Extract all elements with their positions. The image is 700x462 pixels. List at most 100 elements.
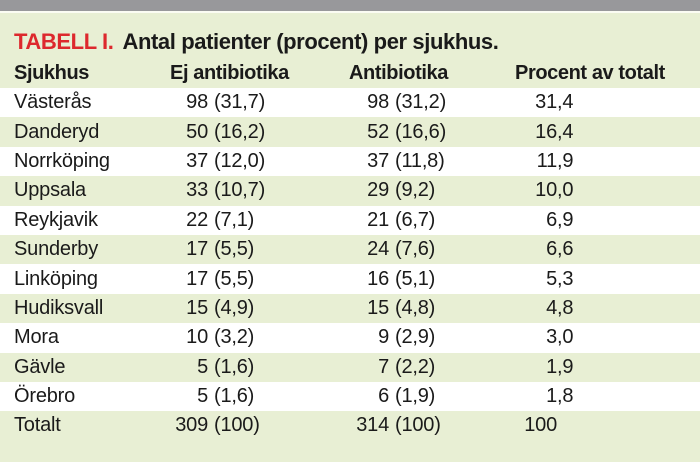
ej-antibiotika-count: 5 (197, 355, 208, 378)
percent-of-total-int: 11 (536, 149, 558, 172)
table-label: TABELL I. (14, 29, 114, 54)
antibiotika-cell: 9 (2,9) (349, 326, 515, 349)
antibiotika-percent: (4,8) (395, 296, 436, 319)
antibiotika-cell: 7 (2,2) (349, 356, 515, 379)
percent-of-total-int: 1 (546, 355, 557, 378)
antibiotika-cell: 15 (4,8) (349, 297, 515, 320)
ej-antibiotika-count: 50 (186, 120, 208, 143)
antibiotika-count: 7 (378, 355, 389, 378)
hospital-name: Uppsala (14, 179, 86, 202)
table-row: Hudiksvall 15 (4,9) 15 (4,8) 4,8 (0, 294, 700, 323)
ej-antibiotika-count: 17 (186, 238, 208, 261)
table-panel: TABELL I. Antal patienter (procent) per … (0, 13, 700, 462)
antibiotika-count: 21 (367, 208, 389, 231)
ej-antibiotika-percent: (100) (214, 414, 260, 437)
antibiotika-count: 29 (367, 179, 389, 202)
antibiotika-cell: 6 (1,9) (349, 385, 515, 408)
table-caption: Antal patienter (procent) per sjukhus. (122, 29, 499, 54)
table-row-total: Totalt 309 (100) 314 (100) 100 (0, 411, 700, 440)
ej-antibiotika-percent: (7,1) (214, 208, 255, 231)
hospital-name: Norrköping (14, 149, 110, 172)
percent-of-total-dec: ,9 (557, 355, 574, 378)
hospital-name: Västerås (14, 91, 92, 114)
ej-antibiotika-cell: 17 (5,5) (170, 268, 349, 291)
ej-antibiotika-count: 37 (186, 149, 208, 172)
antibiotika-percent: (11,8) (395, 149, 445, 172)
antibiotika-count: 37 (367, 149, 389, 172)
table-body: Västerås 98 (31,7) 98 (31,2) 31,4 Danderyd 50 (1… (0, 88, 700, 462)
ej-antibiotika-cell: 5 (1,6) (170, 385, 349, 408)
hospital-name: Hudiksvall (14, 296, 104, 319)
ej-antibiotika-percent: (10,7) (214, 179, 266, 202)
ej-antibiotika-cell: 15 (4,9) (170, 297, 349, 320)
top-divider-bar (0, 0, 700, 11)
ej-antibiotika-count: 10 (186, 326, 208, 349)
hospital-name: Totalt (14, 414, 61, 437)
ej-antibiotika-cell: 33 (10,7) (170, 179, 349, 202)
antibiotika-percent: (2,9) (395, 326, 436, 349)
percent-of-total-cell: 16,4 (515, 121, 700, 144)
table-row: Uppsala 33 (10,7) 29 (9,2) 10,0 (0, 176, 700, 205)
hospital-name: Reykjavik (14, 208, 98, 231)
antibiotika-cell: 16 (5,1) (349, 268, 515, 291)
antibiotika-percent: (6,7) (395, 208, 436, 231)
ej-antibiotika-percent: (5,5) (214, 238, 255, 261)
percent-of-total-cell: 100 (515, 414, 700, 437)
percent-of-total-cell: 4,8 (515, 297, 700, 320)
header-procent-av-totalt: Procent av totalt (515, 61, 665, 84)
antibiotika-cell: 21 (6,7) (349, 209, 515, 232)
antibiotika-count: 98 (367, 91, 389, 114)
hospital-name: Mora (14, 326, 59, 349)
header-antibiotika: Antibiotika (349, 61, 448, 84)
percent-of-total-int: 6 (546, 208, 557, 231)
ej-antibiotika-cell: 98 (31,7) (170, 91, 349, 114)
ej-antibiotika-cell: 17 (5,5) (170, 238, 349, 261)
hospital-name: Sunderby (14, 238, 99, 261)
percent-of-total-cell: 6,6 (515, 238, 700, 261)
percent-of-total-int: 4 (546, 296, 557, 319)
percent-of-total-int: 16 (535, 120, 557, 143)
antibiotika-count: 16 (367, 267, 389, 290)
percent-of-total-cell: 6,9 (515, 209, 700, 232)
percent-of-total-dec: ,3 (557, 267, 574, 290)
hospital-name: Örebro (14, 385, 76, 408)
ej-antibiotika-count: 22 (186, 208, 208, 231)
ej-antibiotika-cell: 10 (3,2) (170, 326, 349, 349)
percent-of-total-dec: ,9 (557, 208, 574, 231)
table-row: Sunderby 17 (5,5) 24 (7,6) 6,6 (0, 235, 700, 264)
table-row: Reykjavik 22 (7,1) 21 (6,7) 6,9 (0, 205, 700, 235)
hospital-name: Linköping (14, 267, 98, 290)
antibiotika-cell: 52 (16,6) (349, 121, 515, 144)
ej-antibiotika-cell: 50 (16,2) (170, 121, 349, 144)
percent-of-total-int: 6 (546, 238, 557, 261)
antibiotika-percent: (2,2) (395, 355, 436, 378)
header-ej-antibiotika: Ej antibiotika (170, 61, 289, 84)
percent-of-total-cell: 11,9 (515, 150, 700, 173)
percent-of-total-int: 100 (524, 414, 557, 437)
table-row: Danderyd 50 (16,2) 52 (16,6) 16,4 (0, 117, 700, 146)
percent-of-total-dec: ,6 (557, 238, 574, 261)
percent-of-total-cell: 5,3 (515, 268, 700, 291)
ej-antibiotika-count: 17 (186, 267, 208, 290)
antibiotika-cell: 29 (9,2) (349, 179, 515, 202)
antibiotika-cell: 37 (11,8) (349, 150, 515, 173)
ej-antibiotika-percent: (1,6) (214, 385, 255, 408)
table-row: Mora 10 (3,2) 9 (2,9) 3,0 (0, 323, 700, 353)
antibiotika-percent: (16,6) (395, 120, 447, 143)
antibiotika-count: 15 (367, 296, 389, 319)
percent-of-total-int: 31 (535, 91, 557, 114)
ej-antibiotika-cell: 5 (1,6) (170, 356, 349, 379)
percent-of-total-dec: ,4 (557, 120, 574, 143)
table-title: TABELL I. Antal patienter (procent) per … (0, 13, 700, 58)
antibiotika-count: 9 (378, 326, 389, 349)
percent-of-total-int: 5 (546, 267, 557, 290)
percent-of-total-cell: 1,9 (515, 356, 700, 379)
percent-of-total-dec: ,0 (557, 326, 574, 349)
antibiotika-count: 52 (367, 120, 389, 143)
ej-antibiotika-count: 309 (175, 414, 208, 437)
table-row: Västerås 98 (31,7) 98 (31,2) 31,4 (0, 88, 700, 118)
percent-of-total-int: 10 (535, 179, 557, 202)
antibiotika-percent: (100) (395, 414, 441, 437)
ej-antibiotika-cell: 37 (12,0) (170, 150, 349, 173)
